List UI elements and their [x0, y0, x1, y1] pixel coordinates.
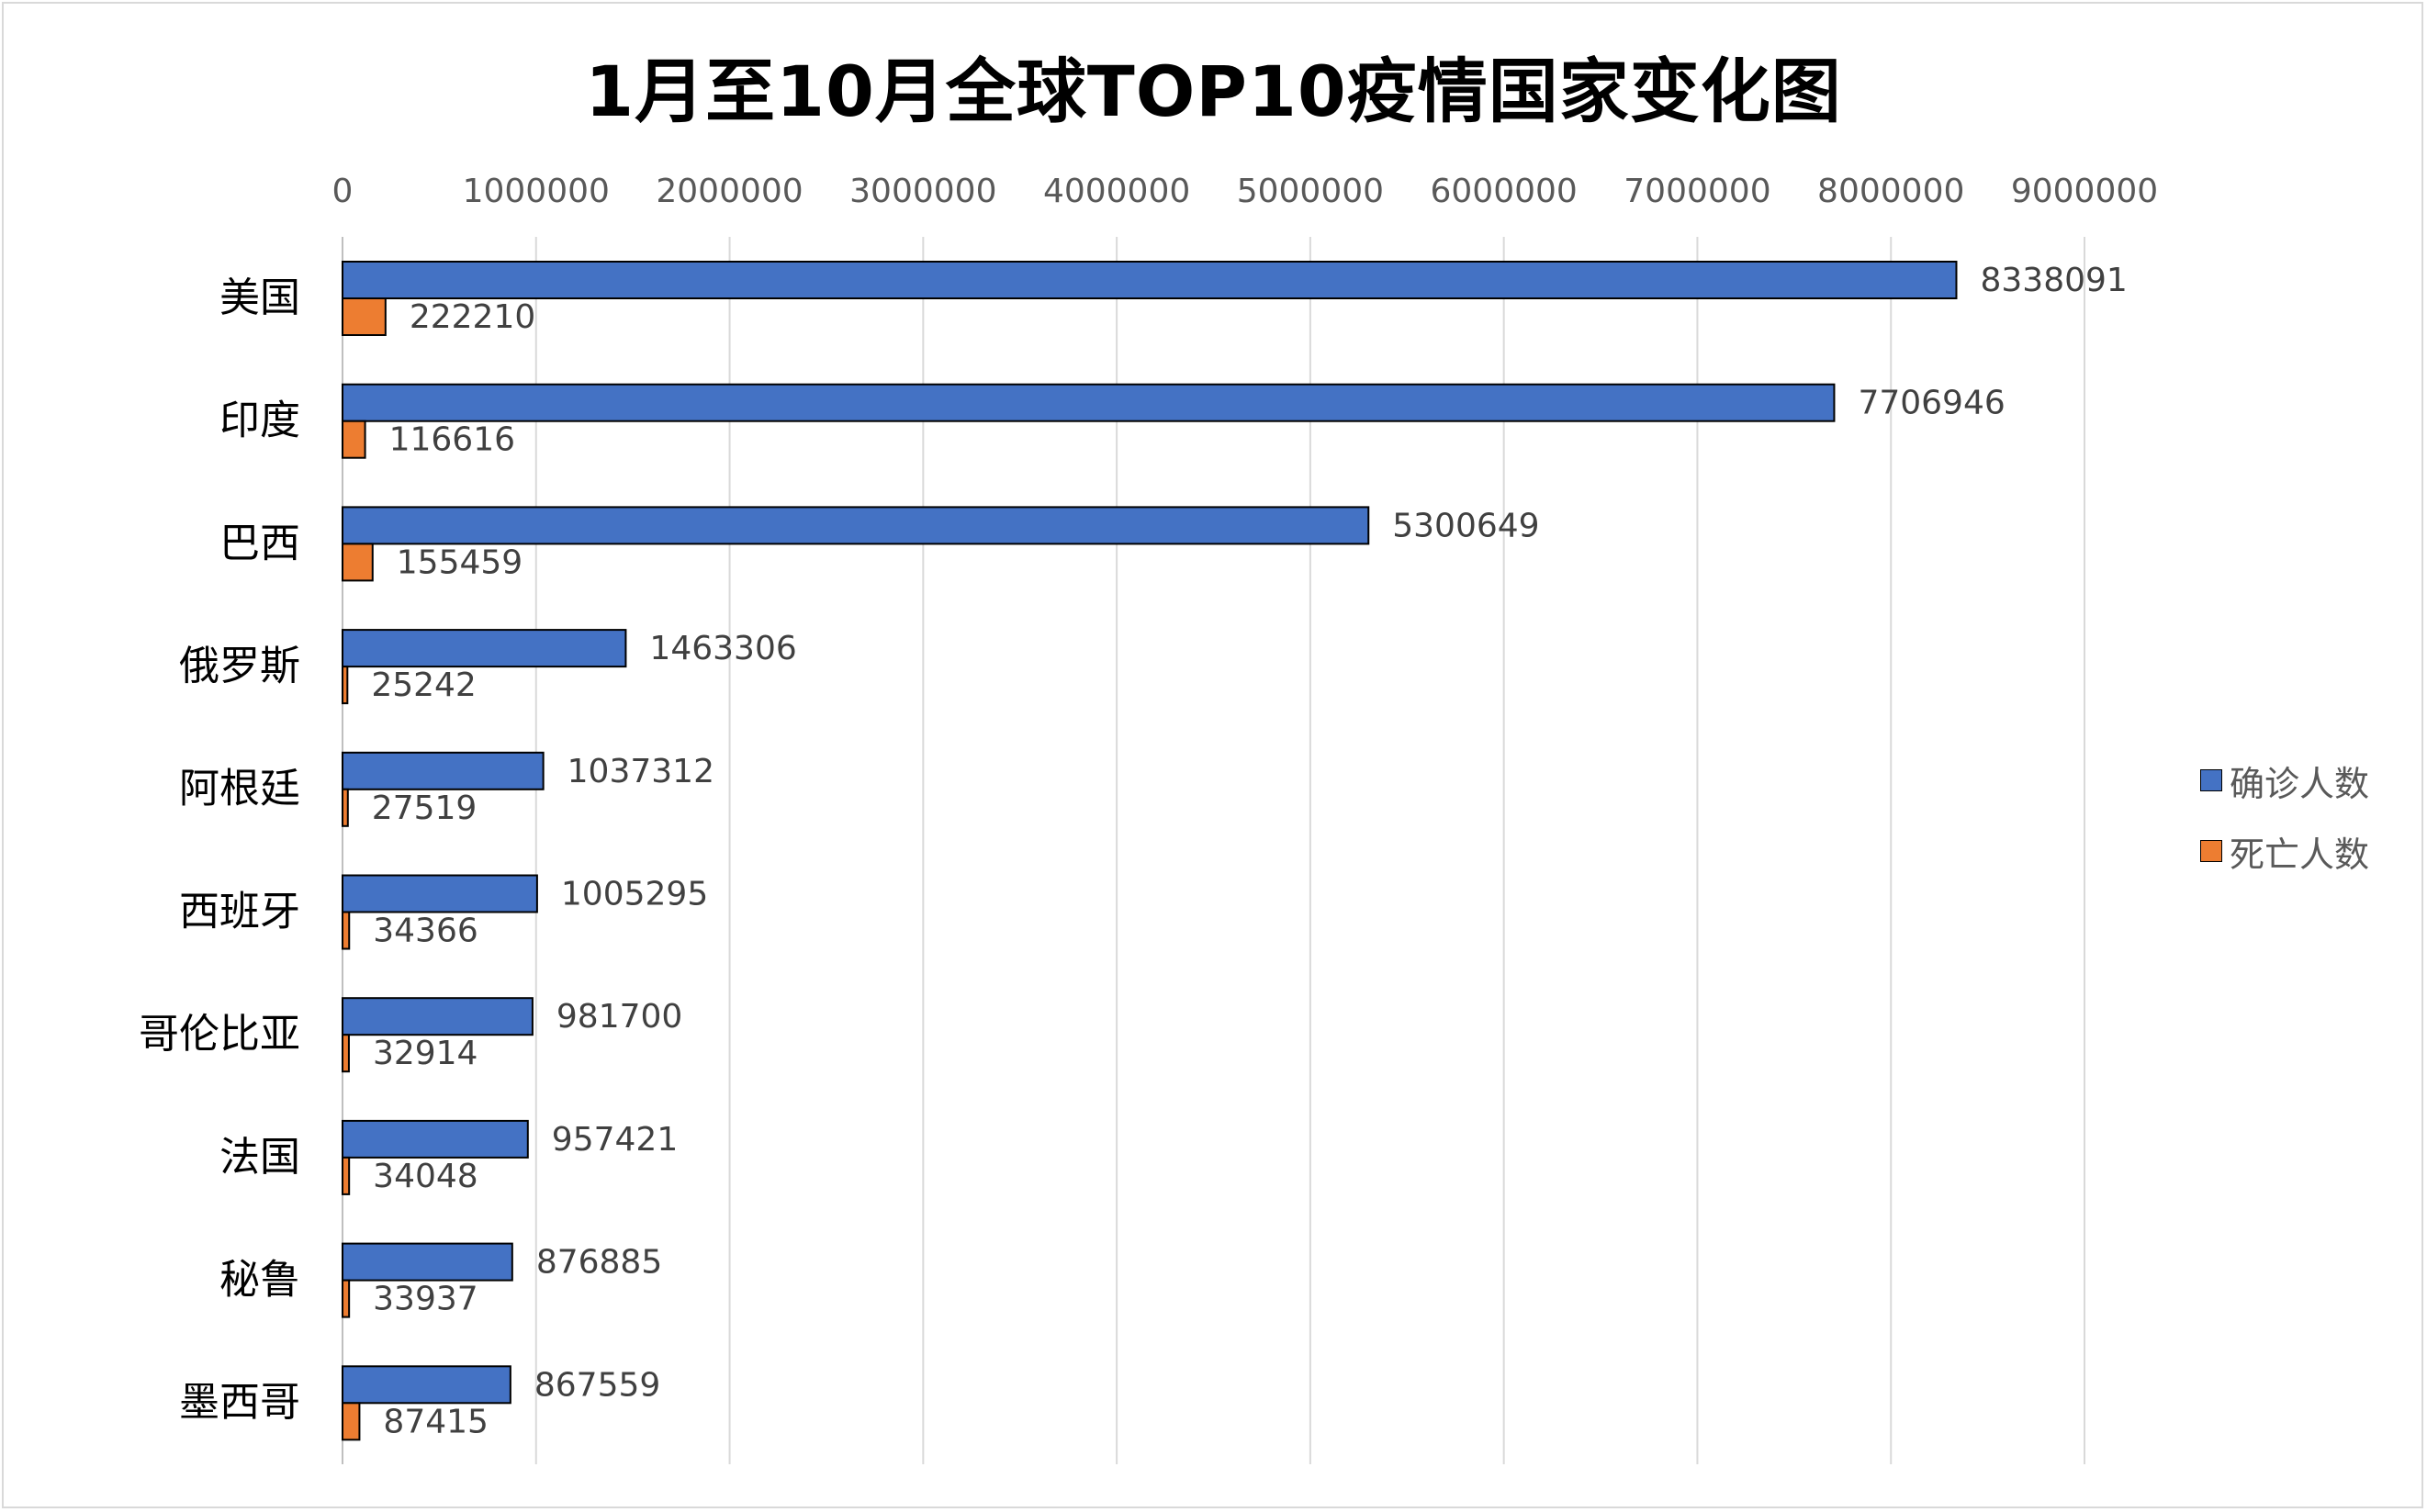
bar-confirmed [342, 1242, 513, 1282]
category-label: 美国 [219, 274, 300, 321]
data-label: 27519 [372, 790, 478, 827]
category-label: 西班牙 [179, 888, 300, 935]
bar-confirmed [342, 874, 538, 913]
bar-confirmed [342, 383, 1836, 422]
data-label: 8338091 [1980, 262, 2127, 299]
chart-title: 1月至10月全球TOP10疫情国家变化图 [585, 50, 1842, 132]
legend-item-deaths: 死亡人数 [2200, 828, 2370, 875]
data-label: 87415 [383, 1403, 489, 1440]
x-tick-label: 7000000 [1624, 173, 1770, 210]
legend-label-confirmed: 确诊人数 [2230, 763, 2370, 804]
category-label: 哥伦比亚 [139, 1011, 300, 1058]
x-tick-label: 1000000 [463, 173, 610, 210]
bar-deaths [342, 788, 349, 827]
data-label: 222210 [410, 298, 535, 336]
data-label: 1037312 [567, 753, 714, 790]
legend-swatch-confirmed [2200, 769, 2222, 791]
bar-deaths [342, 1156, 351, 1195]
data-label: 867559 [534, 1366, 660, 1404]
x-tick-label: 9000000 [2011, 173, 2158, 210]
bar-confirmed [342, 1365, 511, 1405]
data-label: 33937 [373, 1281, 478, 1318]
bar-confirmed [342, 751, 545, 790]
category-label: 墨西哥 [179, 1379, 300, 1426]
category-label: 巴西 [219, 520, 300, 566]
bar-confirmed [342, 1119, 529, 1159]
category-label: 俄罗斯 [179, 643, 300, 689]
bar-deaths [342, 911, 351, 950]
bar-deaths [342, 543, 374, 582]
bar-deaths [342, 420, 366, 459]
legend-item-confirmed: 确诊人数 [2200, 757, 2370, 804]
category-label: 法国 [219, 1134, 300, 1181]
data-label: 34048 [373, 1158, 478, 1195]
x-tick-label: 2000000 [656, 173, 803, 210]
data-label: 32914 [373, 1035, 478, 1072]
bar-confirmed [342, 506, 1370, 545]
bar-confirmed [342, 629, 627, 668]
data-label: 116616 [389, 421, 515, 459]
data-label: 155459 [397, 543, 522, 581]
bar-deaths [342, 297, 387, 336]
category-label: 阿根廷 [179, 766, 300, 812]
data-label: 981700 [556, 998, 682, 1036]
bar-deaths [342, 666, 349, 705]
data-label: 957421 [552, 1121, 678, 1159]
data-label: 7706946 [1858, 385, 2005, 422]
legend-label-deaths: 死亡人数 [2230, 834, 2370, 875]
bar-deaths [342, 1034, 350, 1073]
data-label: 876885 [536, 1244, 662, 1282]
category-label: 印度 [219, 398, 300, 444]
bar-deaths [342, 1402, 361, 1441]
data-label: 5300649 [1392, 507, 1539, 544]
data-label: 1463306 [649, 630, 796, 667]
x-tick-label: 3000000 [849, 173, 996, 210]
data-label: 1005295 [561, 876, 708, 913]
data-label: 34366 [373, 913, 478, 950]
x-tick-label: 8000000 [1817, 173, 1964, 210]
x-tick-label: 5000000 [1237, 173, 1384, 210]
data-label: 25242 [371, 666, 477, 704]
x-tick-label: 6000000 [1430, 173, 1577, 210]
bar-confirmed [342, 997, 534, 1036]
chart-legend: 确诊人数 死亡人数 [2200, 757, 2369, 899]
category-label: 秘鲁 [219, 1256, 300, 1303]
x-tick-label: 0 [332, 173, 354, 210]
bar-confirmed [342, 261, 1958, 299]
bar-deaths [342, 1279, 351, 1318]
x-tick-label: 4000000 [1043, 173, 1190, 210]
legend-swatch-deaths [2200, 840, 2222, 862]
